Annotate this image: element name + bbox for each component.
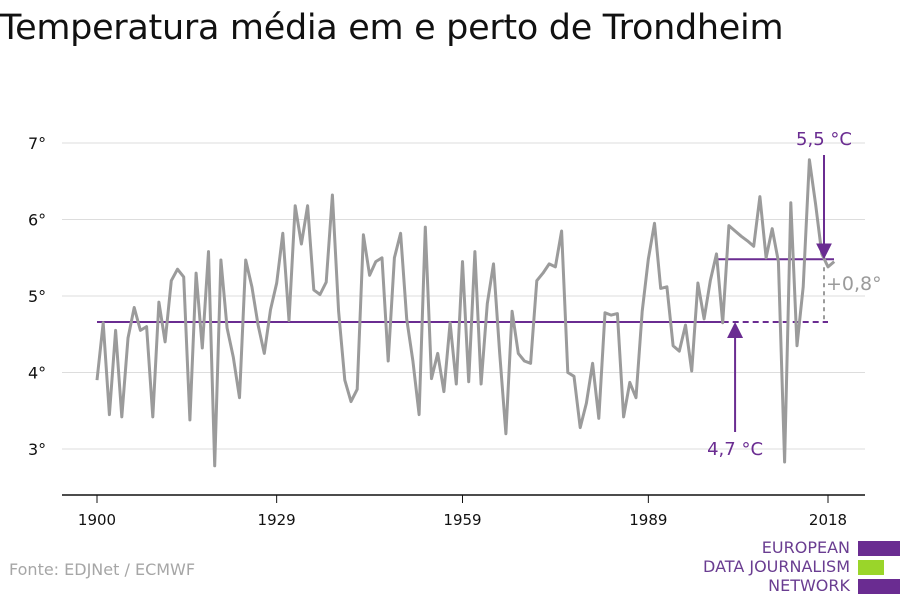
y-tick-label: 3° — [28, 440, 46, 459]
series — [95, 158, 836, 468]
x-tick-label: 2018 — [809, 511, 847, 529]
logo-text-line: EUROPEAN — [761, 538, 850, 557]
difference-label: +0,8° — [826, 273, 882, 295]
logo-text-line: NETWORK — [768, 576, 850, 595]
recent-average-label: 5,5 °C — [796, 129, 852, 150]
axes: 3° 4° 5° 6° 7° 1900 1929 1959 1989 2018 — [28, 134, 865, 529]
y-tick-label: 4° — [28, 364, 46, 383]
logo-bar — [858, 560, 884, 575]
y-tick-label: 6° — [28, 211, 46, 230]
y-tick-label: 5° — [28, 287, 46, 306]
chart-title: Temperatura média em e perto de Trondhei… — [0, 8, 784, 48]
temperature-series-line — [95, 158, 836, 468]
x-tick-label: 1989 — [629, 511, 667, 529]
x-tick-label: 1929 — [258, 511, 296, 529]
x-tick-label: 1900 — [78, 511, 116, 529]
x-tick-label: 1959 — [443, 511, 481, 529]
annotations: 5,5 °C 4,7 °C +0,8° — [707, 129, 882, 460]
logo-bar — [858, 579, 900, 594]
logo-text-line: DATA JOURNALISM — [703, 557, 850, 576]
early-average-label: 4,7 °C — [707, 439, 763, 460]
y-tick-label: 7° — [28, 134, 46, 153]
logo-bar — [858, 541, 900, 556]
source-note: Fonte: EDJNet / ECMWF — [9, 560, 196, 579]
